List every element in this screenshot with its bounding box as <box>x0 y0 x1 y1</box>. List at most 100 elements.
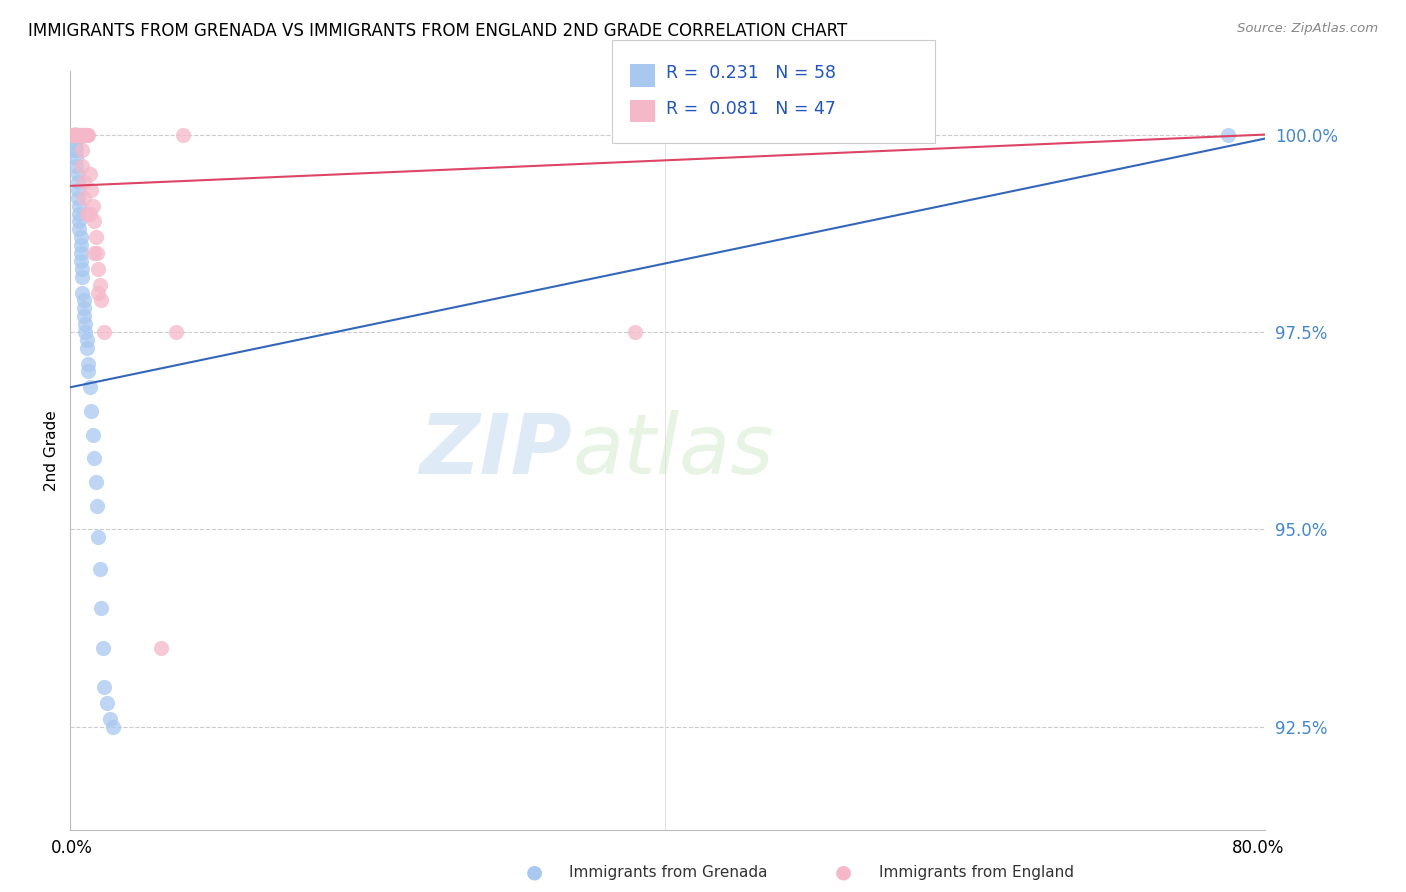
Point <box>77 357 100 371</box>
Text: ●: ● <box>835 863 852 882</box>
Point <box>103 720 125 734</box>
Point <box>62 128 84 142</box>
Text: ●: ● <box>526 863 543 882</box>
Point <box>82 427 104 442</box>
Point <box>80 183 103 197</box>
Point <box>76 341 98 355</box>
Point <box>69 128 91 142</box>
Point <box>90 293 112 308</box>
Point <box>66 167 89 181</box>
Point <box>96 696 118 710</box>
Point <box>75 317 97 331</box>
Point <box>65 136 87 150</box>
Point <box>83 451 105 466</box>
Point <box>63 128 86 142</box>
Point <box>63 128 86 142</box>
Point <box>62 128 84 142</box>
Point <box>149 640 172 655</box>
Point <box>90 601 112 615</box>
Point <box>69 238 91 252</box>
Point <box>65 128 87 142</box>
Point <box>65 144 87 158</box>
Point <box>76 128 98 142</box>
Point <box>67 128 90 142</box>
Point <box>72 128 94 142</box>
Point <box>72 309 94 323</box>
Text: Immigrants from England: Immigrants from England <box>879 865 1074 880</box>
Text: R =  0.231   N = 58: R = 0.231 N = 58 <box>666 64 837 82</box>
Point <box>69 128 91 142</box>
Point <box>65 159 87 173</box>
Point <box>1218 128 1240 142</box>
Point <box>63 128 86 142</box>
Point <box>80 404 103 418</box>
Point <box>93 325 115 339</box>
Point <box>69 246 91 260</box>
Point <box>67 214 90 228</box>
Point <box>165 325 187 339</box>
Text: Immigrants from Grenada: Immigrants from Grenada <box>569 865 768 880</box>
Text: atlas: atlas <box>572 410 773 491</box>
Point <box>63 136 86 150</box>
Point <box>75 128 97 142</box>
Point <box>66 183 89 197</box>
Point <box>66 128 89 142</box>
Point <box>87 285 110 300</box>
Point <box>89 562 111 576</box>
Point <box>72 301 94 316</box>
Point <box>76 206 98 220</box>
Point <box>65 128 87 142</box>
Point <box>76 128 98 142</box>
Point <box>62 128 84 142</box>
Point <box>67 128 90 142</box>
Point <box>69 230 91 244</box>
Text: ZIP: ZIP <box>419 410 572 491</box>
Point <box>70 144 93 158</box>
Point <box>89 277 111 292</box>
Point <box>69 128 91 142</box>
Point <box>98 712 121 726</box>
Point <box>70 159 93 173</box>
Text: Source: ZipAtlas.com: Source: ZipAtlas.com <box>1237 22 1378 36</box>
Point <box>91 640 114 655</box>
Point <box>67 222 90 236</box>
Point <box>63 144 86 158</box>
Point <box>62 128 84 142</box>
Point <box>72 175 94 189</box>
Point <box>72 293 94 308</box>
Point <box>75 325 97 339</box>
Point <box>86 499 108 513</box>
Point <box>66 191 89 205</box>
Point <box>84 230 107 244</box>
Point <box>70 269 93 284</box>
Point <box>70 261 93 276</box>
Point <box>82 199 104 213</box>
Point <box>67 206 90 220</box>
Point <box>83 214 105 228</box>
Point <box>62 128 84 142</box>
Point <box>65 128 87 142</box>
Point <box>77 364 100 378</box>
Point <box>66 128 89 142</box>
Point <box>63 128 86 142</box>
Point <box>79 167 101 181</box>
Point <box>65 128 87 142</box>
Point <box>77 128 100 142</box>
Point <box>87 530 110 544</box>
Y-axis label: 2nd Grade: 2nd Grade <box>44 410 59 491</box>
Point <box>172 128 194 142</box>
Point <box>83 246 105 260</box>
Point <box>63 128 86 142</box>
Point <box>624 325 647 339</box>
Point <box>65 128 87 142</box>
Point <box>67 199 90 213</box>
Point <box>79 380 101 394</box>
Point <box>93 681 115 695</box>
Point <box>67 128 90 142</box>
Point <box>66 175 89 189</box>
Point <box>79 206 101 220</box>
Point <box>76 333 98 347</box>
Point <box>63 128 86 142</box>
Point <box>75 128 97 142</box>
Point <box>63 128 86 142</box>
